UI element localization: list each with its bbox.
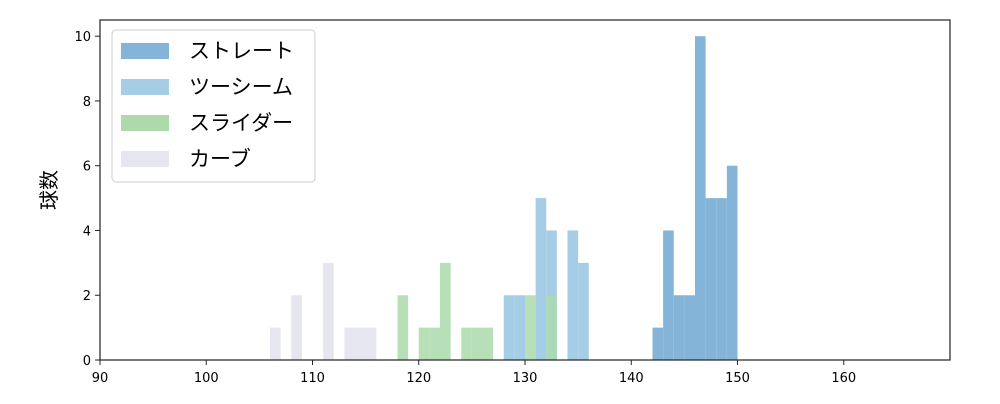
x-tick-label: 130 xyxy=(513,371,538,386)
bar-カーブ-111 xyxy=(323,262,334,360)
legend-swatch xyxy=(121,115,169,131)
legend-label: カーブ xyxy=(189,147,251,171)
y-tick-label: 10 xyxy=(74,30,91,45)
bar-スライダー-118 xyxy=(397,295,409,360)
bar-ツーシーム-129 xyxy=(514,295,525,360)
bar-スライダー-120 xyxy=(418,327,430,360)
bar-スライダー-126 xyxy=(482,327,494,360)
bar-ストレート-147 xyxy=(705,198,717,360)
bar-ストレート-149 xyxy=(726,165,738,360)
bar-ストレート-146 xyxy=(695,36,706,360)
bar-カーブ-114 xyxy=(355,327,366,360)
y-axis-label: 球数 xyxy=(37,170,61,210)
legend-label: ツーシーム xyxy=(189,75,293,99)
x-tick-label: 160 xyxy=(831,371,856,386)
bar-カーブ-113 xyxy=(344,327,355,360)
bar-ツーシーム-128 xyxy=(503,295,515,360)
bar-ストレート-143 xyxy=(663,230,674,360)
bar-ツーシーム-134 xyxy=(567,230,579,360)
bar-ツーシーム-131 xyxy=(535,198,547,360)
bar-スライダー-132 xyxy=(546,295,557,360)
x-tick-label: 110 xyxy=(300,371,325,386)
bar-ツーシーム-135 xyxy=(578,262,589,360)
bar-ストレート-145 xyxy=(684,295,695,360)
bar-カーブ-115 xyxy=(365,327,377,360)
bar-スライダー-121 xyxy=(429,327,440,360)
x-tick-label: 140 xyxy=(619,371,644,386)
y-tick-label: 0 xyxy=(83,354,91,369)
bar-カーブ-106 xyxy=(270,327,281,360)
y-tick-label: 8 xyxy=(83,95,91,110)
bar-スライダー-122 xyxy=(440,262,451,360)
bar-ストレート-144 xyxy=(673,295,685,360)
y-tick-label: 4 xyxy=(83,224,91,239)
bar-ストレート-148 xyxy=(716,198,727,360)
y-tick-label: 6 xyxy=(83,160,91,175)
x-tick-label: 120 xyxy=(406,371,431,386)
legend-swatch xyxy=(121,43,169,59)
legend-label: ストレート xyxy=(189,39,294,63)
x-tick-label: 100 xyxy=(194,371,219,386)
legend-swatch xyxy=(121,79,169,95)
x-tick-label: 90 xyxy=(92,371,109,386)
y-tick-label: 2 xyxy=(83,289,91,304)
bar-スライダー-130 xyxy=(525,295,536,360)
legend-label: スライダー xyxy=(189,111,293,135)
legend-swatch xyxy=(121,151,169,167)
x-tick-label: 150 xyxy=(725,371,750,386)
bar-スライダー-125 xyxy=(471,327,483,360)
legend-box xyxy=(111,29,316,183)
bar-カーブ-108 xyxy=(291,295,302,360)
bar-ストレート-142 xyxy=(652,327,664,360)
bar-スライダー-124 xyxy=(461,327,472,360)
